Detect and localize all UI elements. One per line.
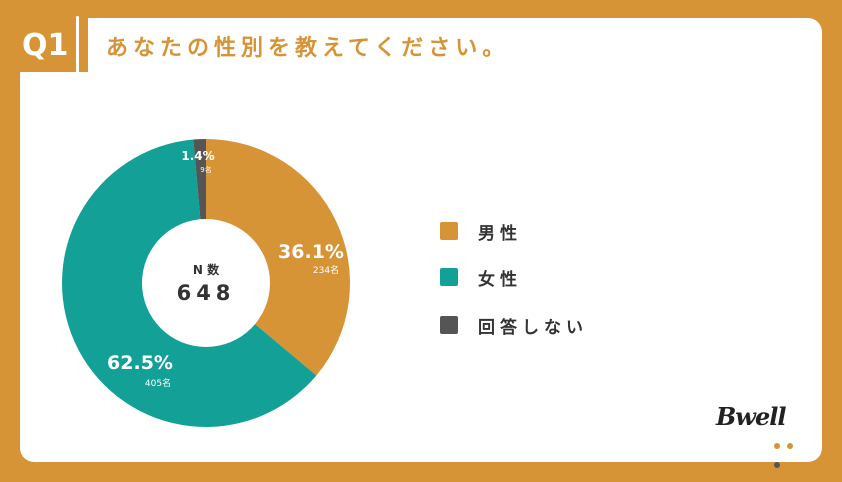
center-label: N 数 — [193, 262, 220, 277]
legend-swatch-female — [440, 268, 458, 286]
question-title: あなたの性別を教えてください。 — [106, 36, 510, 61]
slice-percent-label-female: 62.5% — [107, 352, 173, 374]
legend-item-no-answer: 回答しない — [440, 312, 640, 338]
legend-swatch-male — [440, 222, 458, 240]
logo-wordmark: Bwell — [716, 402, 786, 431]
bwell-logo: Bwell — [712, 402, 802, 468]
logo-dot — [774, 443, 780, 449]
legend-item-female: 女性 — [440, 264, 640, 290]
slice-percent-label-male: 36.1% — [278, 241, 344, 263]
legend-swatch-no-answer — [440, 316, 458, 334]
logo-dot — [774, 462, 780, 468]
question-badge: Q1 — [0, 0, 88, 77]
donut-slice-male — [206, 139, 351, 376]
slice-count-label-female: 405名 — [145, 377, 171, 389]
legend-item-male: 男性 — [440, 218, 640, 244]
legend-label-no-answer: 回答しない — [478, 318, 588, 338]
logo-dots — [774, 434, 802, 472]
logo-dot — [787, 443, 794, 449]
legend-label-male: 男性 — [478, 224, 522, 244]
slice-count-label-no-answer: 9名 — [200, 165, 211, 174]
question-number: Q1 — [22, 28, 69, 63]
legend-label-female: 女性 — [478, 270, 522, 290]
center-value: 648 — [177, 281, 236, 305]
badge-divider-vertical — [76, 16, 79, 74]
slice-count-label-male: 234名 — [313, 264, 339, 276]
slice-percent-label-no-answer: 1.4% — [181, 149, 214, 163]
donut-hole — [142, 219, 270, 347]
badge-divider-horizontal — [20, 74, 79, 77]
